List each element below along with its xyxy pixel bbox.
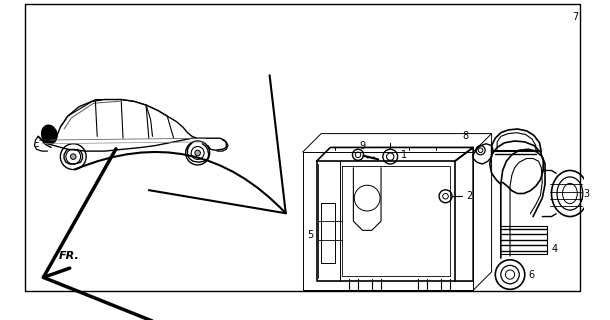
Text: 9: 9 xyxy=(359,140,365,151)
Text: 3: 3 xyxy=(584,188,590,198)
Text: 6: 6 xyxy=(528,269,534,280)
Circle shape xyxy=(71,154,76,159)
Circle shape xyxy=(195,150,201,156)
Text: 1: 1 xyxy=(401,150,407,160)
Text: 5: 5 xyxy=(307,230,314,240)
Text: 2: 2 xyxy=(467,191,473,201)
Text: FR.: FR. xyxy=(59,251,80,261)
Ellipse shape xyxy=(41,124,58,145)
Text: 4: 4 xyxy=(551,244,558,254)
Text: 8: 8 xyxy=(463,132,469,141)
Text: 7: 7 xyxy=(573,12,579,21)
